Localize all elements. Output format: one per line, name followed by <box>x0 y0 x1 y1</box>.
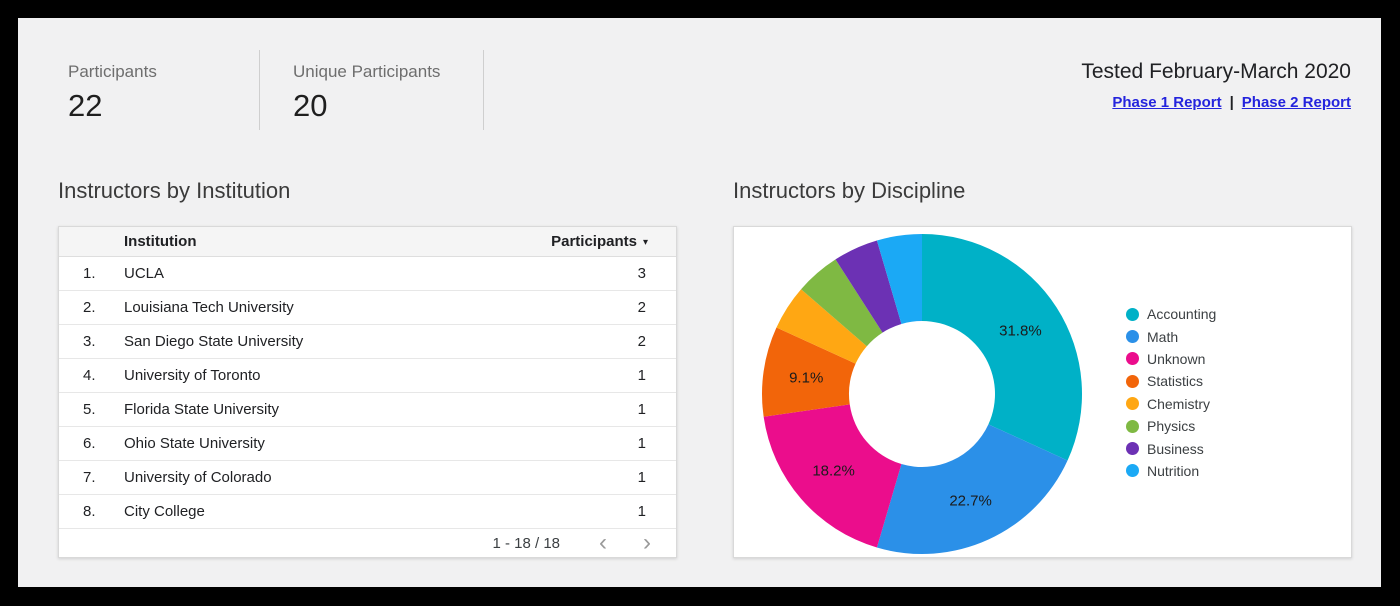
legend-item-chemistry[interactable]: Chemistry <box>1126 393 1216 415</box>
pie-slice-accounting[interactable] <box>922 234 1083 461</box>
legend-dot-icon <box>1126 464 1139 478</box>
stat-label: Participants <box>68 62 157 81</box>
legend-item-physics[interactable]: Physics <box>1126 415 1216 437</box>
phase-2-report-link[interactable]: Phase 2 Report <box>1241 94 1351 111</box>
table-row[interactable]: 6. Ohio State University 1 <box>59 427 676 461</box>
table-pagination: 1 - 18 / 18 ‹ › <box>59 529 676 557</box>
stat-participants: Participants 22 <box>68 50 157 146</box>
sort-descending-icon: ▾ <box>642 237 648 248</box>
pie-slice-percent-label: 18.2% <box>812 463 855 480</box>
stat-label: Unique Participants <box>293 62 441 81</box>
legend-dot-icon <box>1126 442 1139 456</box>
report-links: Phase 1 Report | Phase 2 Report <box>1081 94 1351 111</box>
pie-slice-physics[interactable] <box>801 259 883 347</box>
page-background: Participants 22 Unique Participants 20 T… <box>18 18 1381 587</box>
discipline-section-title: Instructors by Discipline <box>733 178 966 203</box>
pagination-prev-icon[interactable]: ‹ <box>588 531 618 555</box>
pagination-range-label: 1 - 18 / 18 <box>492 534 560 552</box>
phase-1-report-link[interactable]: Phase 1 Report <box>1112 94 1222 111</box>
stat-divider <box>483 50 484 130</box>
table-row[interactable]: 5. Florida State University 1 <box>59 393 676 427</box>
legend-item-math[interactable]: Math <box>1126 325 1216 347</box>
legend-item-accounting[interactable]: Accounting <box>1126 303 1216 325</box>
table-row[interactable]: 8. City College 1 <box>59 495 676 529</box>
table-row[interactable]: 4. University of Toronto 1 <box>59 359 676 393</box>
pie-slice-business[interactable] <box>835 240 902 333</box>
pie-slice-percent-label: 31.8% <box>999 323 1042 340</box>
column-header-participants[interactable]: Participants ▾ <box>551 233 648 250</box>
table-row[interactable]: 7. University of Colorado 1 <box>59 461 676 495</box>
pie-slice-nutrition[interactable] <box>876 234 922 324</box>
donut-chart[interactable]: 31.8% 22.7% 18.2% 9.1% <box>734 227 1353 559</box>
chart-legend: Accounting Math Unknown Statistics Chemi… <box>1126 303 1216 482</box>
stat-value: 22 <box>68 88 103 123</box>
pagination-next-icon[interactable]: › <box>632 531 662 555</box>
table-row[interactable]: 2. Louisiana Tech University 2 <box>59 291 676 325</box>
stat-divider <box>259 50 260 130</box>
pie-slice-percent-label: 9.1% <box>789 369 823 386</box>
legend-item-unknown[interactable]: Unknown <box>1126 348 1216 370</box>
pie-slice-unknown[interactable] <box>763 404 902 548</box>
stat-unique-participants: Unique Participants 20 <box>293 50 440 146</box>
legend-item-business[interactable]: Business <box>1126 437 1216 459</box>
legend-item-nutrition[interactable]: Nutrition <box>1126 460 1216 482</box>
link-separator: | <box>1229 94 1234 111</box>
legend-item-statistics[interactable]: Statistics <box>1126 370 1216 392</box>
pie-slice-math[interactable] <box>876 424 1068 555</box>
legend-dot-icon <box>1126 419 1139 433</box>
discipline-chart-card: 31.8% 22.7% 18.2% 9.1% Accounting Math Unkn… <box>733 226 1352 558</box>
institution-section-title: Instructors by Institution <box>58 178 291 203</box>
pie-slice-statistics[interactable] <box>762 327 856 417</box>
table-row[interactable]: 1. UCLA 3 <box>59 257 676 291</box>
tested-date-label: Tested February-March 2020 <box>1081 60 1351 83</box>
legend-dot-icon <box>1126 307 1139 321</box>
pie-slice-percent-label: 22.7% <box>949 492 992 509</box>
column-header-institution[interactable]: Institution <box>124 233 197 250</box>
legend-dot-icon <box>1126 352 1139 366</box>
institution-table-card: Institution Participants ▾ 1. UCLA 3 2. L… <box>58 226 677 558</box>
legend-dot-icon <box>1126 330 1139 344</box>
table-row[interactable]: 3. San Diego State University 2 <box>59 325 676 359</box>
table-header-row: Institution Participants ▾ <box>59 227 676 257</box>
legend-dot-icon <box>1126 397 1139 411</box>
pie-slice-chemistry[interactable] <box>776 289 867 364</box>
legend-dot-icon <box>1126 374 1139 388</box>
stat-value: 20 <box>293 88 328 123</box>
header-right: Tested February-March 2020 Phase 1 Repor… <box>1081 60 1351 111</box>
